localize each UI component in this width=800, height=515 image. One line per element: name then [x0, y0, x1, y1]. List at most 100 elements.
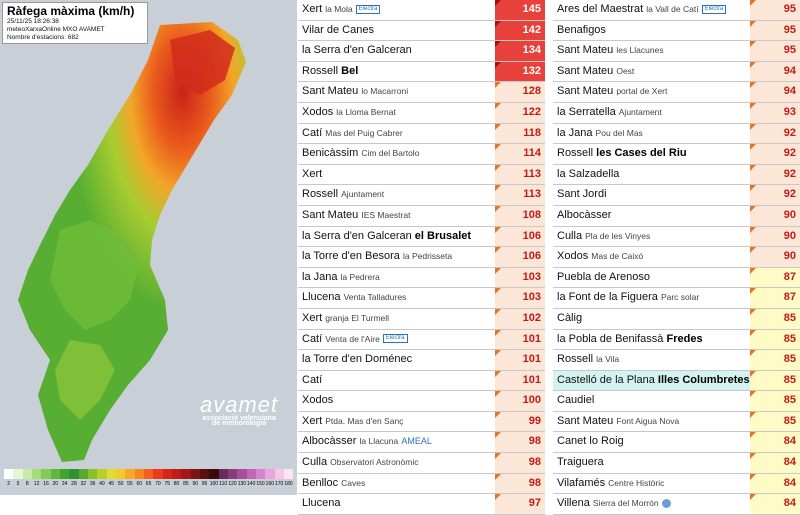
station-row[interactable]: la Pobla de Benifassà Fredes 85	[553, 329, 800, 351]
station-location: Mas de Caixó	[591, 251, 644, 262]
station-row[interactable]: Albocàsser la Llacuna AMEAL 98	[298, 432, 545, 454]
gust-value: 102	[495, 308, 545, 329]
station-row[interactable]: Albocàsser 90	[553, 205, 800, 227]
station-town: Villena	[557, 497, 590, 510]
gust-value: 84	[750, 453, 800, 473]
gust-value: 113	[495, 164, 545, 185]
station-row[interactable]: Llucena 97	[298, 494, 545, 515]
station-row[interactable]: Xert granja El Turmell 102	[298, 308, 545, 330]
station-row[interactable]: Catí Mas del Puig Cabrer 118	[298, 123, 545, 145]
scale-swatch	[246, 469, 256, 479]
station-row[interactable]: Benicàssim Cim del Bartolo 114	[298, 144, 545, 165]
scale-label: 140	[247, 481, 256, 487]
scale-label: 60	[136, 481, 143, 487]
station-row[interactable]: Xodos Mas de Caixó 90	[553, 247, 800, 268]
station-location: la Llacuna	[359, 436, 399, 447]
station-row[interactable]: Vilafamés Centre Històric 84	[553, 473, 800, 495]
station-row[interactable]: la Serra d'en Galceran 134	[298, 41, 545, 62]
station-town: Albocàsser	[302, 435, 357, 448]
station-row[interactable]: Xert la Mola Electra 145	[298, 0, 545, 21]
scale-label: 5	[16, 481, 20, 487]
station-row[interactable]: la Jana la Pedrera 103	[298, 267, 545, 289]
electra-logo: Electra	[355, 4, 381, 14]
scale-swatch	[4, 469, 14, 479]
scale-swatch	[209, 469, 219, 479]
station-location: IES Maestrat	[361, 209, 411, 220]
station-row[interactable]: la Serra d'en Galceran el Brusalet 106	[298, 226, 545, 248]
scale-label: 24	[61, 481, 68, 487]
station-location: Mas del Puig Cabrer	[325, 127, 403, 138]
station-name: Benicàssim Cim del Bartolo	[302, 147, 419, 159]
station-row[interactable]: la Serratella Ajuntament 93	[553, 102, 800, 124]
station-location: Venta Talladures	[343, 292, 407, 303]
scale-swatch	[274, 469, 284, 479]
station-name: Xodos Mas de Caixó	[557, 250, 643, 262]
gust-value: 132	[495, 61, 545, 82]
gust-value: 134	[495, 41, 545, 61]
station-town: la Serratella	[557, 105, 616, 118]
station-town: Sant Mateu	[302, 208, 359, 221]
station-name: Llucena	[302, 497, 341, 509]
gust-value: 114	[495, 144, 545, 164]
station-row[interactable]: Canet lo Roig 84	[553, 432, 800, 454]
station-row[interactable]: Sant Mateu lo Macarroni 128	[298, 82, 545, 103]
station-row[interactable]: Sant Mateu Oest 94	[553, 61, 800, 83]
station-row[interactable]: Sant Mateu les Llacunes 95	[553, 41, 800, 62]
station-row[interactable]: Villena Sierra del Morrón 84	[553, 494, 800, 515]
scale-label: 150	[256, 481, 265, 487]
scale-swatch	[143, 469, 154, 479]
station-town: Llucena	[302, 497, 341, 510]
station-name: la Serra d'en Galceran	[302, 44, 412, 56]
station-row[interactable]: la Jana Pou del Mas 92	[553, 123, 800, 145]
gust-value: 98	[495, 432, 545, 453]
station-row[interactable]: Càlig 85	[553, 308, 800, 330]
station-row[interactable]: Benlloc Caves 98	[298, 473, 545, 495]
station-row[interactable]: la Torre d'en Besora la Pedrisseta 106	[298, 247, 545, 268]
station-row[interactable]: Castelló de la Plana Illes Columbretes 85	[553, 370, 800, 392]
station-location: Pla de les Vinyes	[585, 230, 651, 241]
station-row[interactable]: Benafigos 95	[553, 20, 800, 42]
station-row[interactable]: Xert 113	[298, 164, 545, 186]
station-row[interactable]: Rossell Ajuntament 113	[298, 185, 545, 206]
station-row[interactable]: Catí 101	[298, 370, 545, 392]
station-row[interactable]: Xodos 100	[298, 391, 545, 412]
gust-value: 122	[495, 102, 545, 123]
station-town: Castelló de la Plana	[557, 373, 655, 386]
scale-label: 80	[173, 481, 180, 487]
gust-value: 87	[750, 288, 800, 308]
station-row[interactable]: Xodos la Lloma Bernat 122	[298, 102, 545, 124]
station-row[interactable]: Rossell Bel 132	[298, 61, 545, 83]
station-row[interactable]: Sant Mateu IES Maestrat 108	[298, 205, 545, 227]
station-location: granja El Turmell	[325, 312, 390, 323]
station-row[interactable]: la Salzadella 92	[553, 164, 800, 186]
scale-swatch	[162, 469, 172, 479]
gust-value: 95	[750, 0, 800, 20]
station-row[interactable]: Puebla de Arenoso 87	[553, 267, 800, 289]
station-name: Albocàsser	[557, 209, 611, 221]
station-row[interactable]: Vilar de Canes 142	[298, 20, 545, 42]
station-row[interactable]: Catí Venta de l'Aire Electra 101	[298, 329, 545, 351]
station-row[interactable]: Rossell les Cases del Riu 92	[553, 144, 800, 165]
station-row[interactable]: Ares del Maestrat la Vall de Catí Electra…	[553, 0, 800, 21]
station-row[interactable]: Sant Jordi 92	[553, 185, 800, 206]
station-location: les Llacunes	[616, 45, 664, 56]
station-row[interactable]: Culla Pla de les Vinyes 90	[553, 226, 800, 248]
station-row[interactable]: Culla Observatori Astronòmic 98	[298, 453, 545, 474]
station-row[interactable]: Xert Ptda. Mas d'en Sanç 99	[298, 411, 545, 433]
station-town: la Jana	[302, 270, 338, 283]
station-row[interactable]: Sant Mateu Font Aigua Nova 85	[553, 411, 800, 433]
station-row[interactable]: la Font de la Figuera Parc solar 87	[553, 288, 800, 309]
station-name: Catí Venta de l'Aire Electra	[302, 333, 408, 345]
station-name: Catí Mas del Puig Cabrer	[302, 127, 403, 139]
station-name: la Torre d'en Besora la Pedrisseta	[302, 250, 452, 262]
station-row[interactable]: Rossell la Vila 85	[553, 350, 800, 371]
station-location: Ptda. Mas d'en Sanç	[325, 415, 404, 426]
station-row[interactable]: Traiguera 84	[553, 453, 800, 474]
station-town: Rossell	[557, 147, 594, 160]
station-name: Càlig	[557, 312, 582, 324]
station-name: la Jana la Pedrera	[302, 271, 380, 283]
station-row[interactable]: Caudiel 85	[553, 391, 800, 412]
station-row[interactable]: Sant Mateu portal de Xert 94	[553, 82, 800, 103]
station-row[interactable]: la Torre d'en Doménec 101	[298, 350, 545, 371]
station-row[interactable]: Llucena Venta Talladures 103	[298, 288, 545, 309]
